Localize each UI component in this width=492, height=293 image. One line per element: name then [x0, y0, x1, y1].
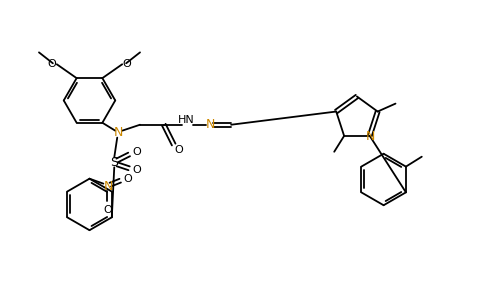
- Text: N: N: [366, 130, 375, 143]
- Text: O: O: [48, 59, 56, 69]
- Text: HN: HN: [178, 115, 195, 125]
- Text: S: S: [110, 156, 118, 169]
- Text: O: O: [123, 59, 131, 69]
- Text: O: O: [103, 205, 112, 215]
- Text: O: O: [124, 174, 132, 184]
- Text: O: O: [133, 147, 141, 157]
- Text: N: N: [206, 118, 215, 131]
- Text: O: O: [133, 165, 141, 175]
- Text: N: N: [114, 126, 123, 139]
- Text: O: O: [174, 146, 183, 156]
- Text: N: N: [104, 180, 113, 193]
